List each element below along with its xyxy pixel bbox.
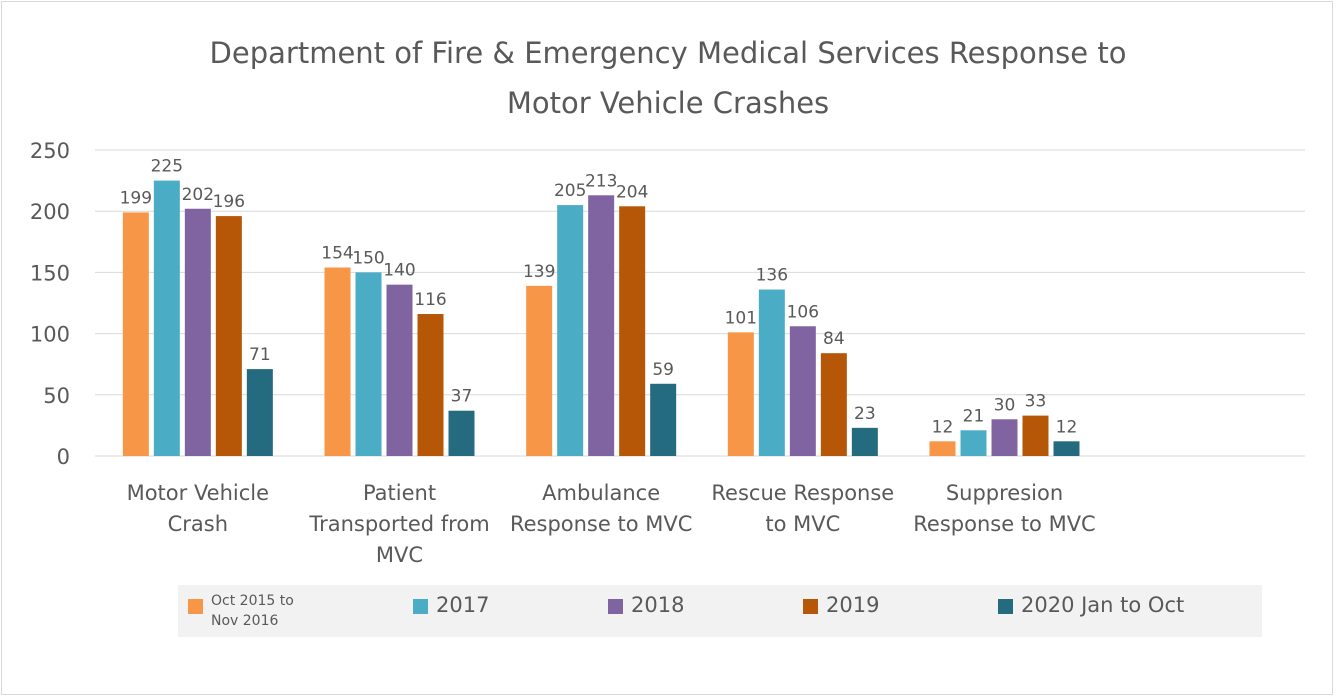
data-label: 33 — [1025, 392, 1047, 412]
bar — [557, 205, 584, 456]
chart-title: Department of Fire & Emergency Medical S… — [209, 36, 1127, 120]
data-label: 196 — [213, 192, 245, 212]
bar — [650, 383, 677, 456]
bar — [929, 441, 956, 456]
legend-label: Oct 2015 to Nov 2016 — [211, 593, 294, 629]
data-label: 150 — [352, 248, 384, 268]
x-tick-label: Rescue Response to MVC — [711, 481, 895, 536]
bar — [619, 206, 646, 456]
bar — [355, 272, 382, 456]
bar — [727, 332, 754, 456]
data-label: 59 — [652, 360, 674, 380]
bar — [324, 267, 351, 456]
legend-swatch — [803, 599, 818, 614]
bar — [153, 180, 180, 456]
data-label: 116 — [414, 290, 446, 310]
bar — [851, 427, 878, 456]
data-label: 136 — [756, 266, 788, 286]
legend-item: 2017 — [413, 593, 489, 617]
data-label: 23 — [854, 404, 876, 424]
data-label: 12 — [932, 417, 954, 437]
legend-item: 2019 — [803, 593, 879, 617]
bar — [960, 430, 987, 456]
data-label: 202 — [182, 185, 214, 205]
data-label: 30 — [994, 395, 1016, 415]
data-label: 84 — [823, 329, 845, 349]
data-label: 71 — [249, 345, 271, 365]
bar — [122, 212, 149, 456]
bar — [526, 285, 553, 456]
legend-swatch — [188, 599, 203, 614]
data-label: 21 — [963, 406, 985, 426]
bar — [588, 195, 615, 456]
data-label: 225 — [151, 157, 183, 177]
legend-item: Oct 2015 to Nov 2016 — [188, 593, 321, 631]
data-label: 205 — [554, 181, 586, 201]
y-tick-label: 250 — [30, 139, 70, 163]
bar — [1022, 415, 1049, 456]
legend-swatch — [998, 599, 1013, 614]
legend-item: 2020 Jan to Oct — [998, 593, 1184, 617]
legend-label: 2018 — [631, 593, 685, 617]
bar — [448, 410, 475, 456]
data-label: 213 — [585, 171, 617, 191]
y-tick-label: 150 — [30, 261, 70, 285]
data-label: 139 — [523, 262, 555, 282]
x-tick-label: Ambulance Response to MVC — [509, 481, 693, 536]
data-label: 204 — [616, 182, 648, 202]
y-tick-label: 100 — [30, 323, 70, 347]
legend-label: 2019 — [826, 593, 880, 617]
bar — [991, 419, 1018, 456]
legend: Oct 2015 to Nov 2016 2017 2018 2019 2020 Jan… — [178, 585, 1262, 637]
data-label: 106 — [787, 302, 819, 322]
data-label: 37 — [451, 387, 473, 407]
y-tick-label: 0 — [57, 445, 70, 469]
data-label: 12 — [1056, 417, 1078, 437]
legend-swatch — [413, 599, 428, 614]
bar — [789, 326, 816, 456]
data-label: 199 — [120, 188, 152, 208]
bar — [417, 314, 444, 456]
y-tick-label: 50 — [43, 384, 70, 408]
x-tick-label: Motor Vehicle Crash — [126, 481, 270, 536]
bar — [386, 284, 413, 456]
data-label: 140 — [383, 261, 415, 281]
bar — [758, 289, 785, 456]
bar — [184, 208, 211, 456]
bar — [246, 369, 273, 456]
legend-item: 2018 — [608, 593, 684, 617]
bar — [820, 353, 847, 456]
x-tick-label: Suppresion Response to MVC — [913, 481, 1096, 536]
data-label: 154 — [321, 244, 353, 264]
y-tick-label: 200 — [30, 200, 70, 224]
bar — [1053, 441, 1080, 456]
bar — [215, 216, 242, 456]
x-tick-label: Patient Transported from MVC — [309, 481, 490, 567]
legend-swatch — [608, 599, 623, 614]
legend-label: 2020 Jan to Oct — [1021, 593, 1185, 617]
data-label: 101 — [725, 308, 757, 328]
legend-label: 2017 — [436, 593, 490, 617]
